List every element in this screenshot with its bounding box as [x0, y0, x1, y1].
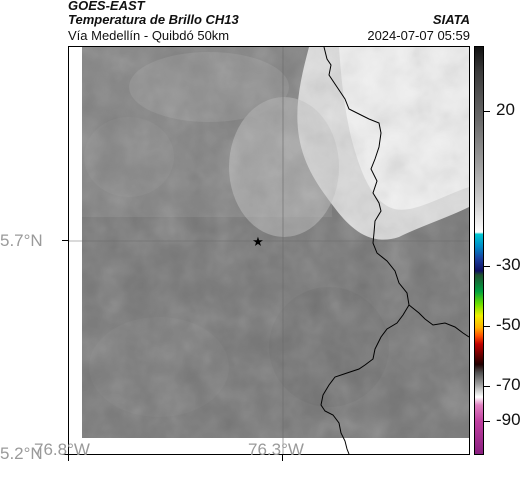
colorbar-label: -90 [496, 410, 521, 429]
timestamp-label: 2024-07-07 05:59 [367, 28, 470, 43]
colorbar [474, 46, 484, 455]
colorbar-tick [484, 386, 490, 387]
boundary-line [323, 47, 469, 338]
colorbar-tick [484, 326, 490, 327]
lon-label: 76.8°W [34, 440, 90, 459]
star-icon: ★ [252, 235, 264, 250]
product-title: GOES-EAST [68, 0, 145, 13]
lat-tick [62, 454, 68, 455]
boundary-line [320, 304, 410, 454]
product-subtitle: Temperatura de Brillo CH13 [68, 12, 239, 27]
location-label: Vía Medellín - Quibdó 50km [68, 28, 230, 43]
lon-tick [282, 455, 283, 461]
satellite-map[interactable]: ★ [68, 46, 470, 455]
map-canvas: ★ [69, 47, 469, 454]
colorbar-tick [484, 421, 490, 422]
colorbar-label: -30 [496, 255, 521, 274]
colorbar-label: 20 [496, 100, 515, 119]
lat-label: 5.7°N [0, 231, 43, 250]
lat-tick [62, 240, 68, 241]
colorbar-tick [484, 111, 490, 112]
brand-label: SIATA [432, 12, 470, 27]
colorbar-tick [484, 266, 490, 267]
colorbar-label: -50 [496, 315, 521, 334]
lon-tick [68, 455, 69, 461]
lat-label: 5.2°N [0, 444, 43, 463]
colorbar-label: -70 [496, 375, 521, 394]
lon-label: 76.3°W [248, 440, 304, 459]
